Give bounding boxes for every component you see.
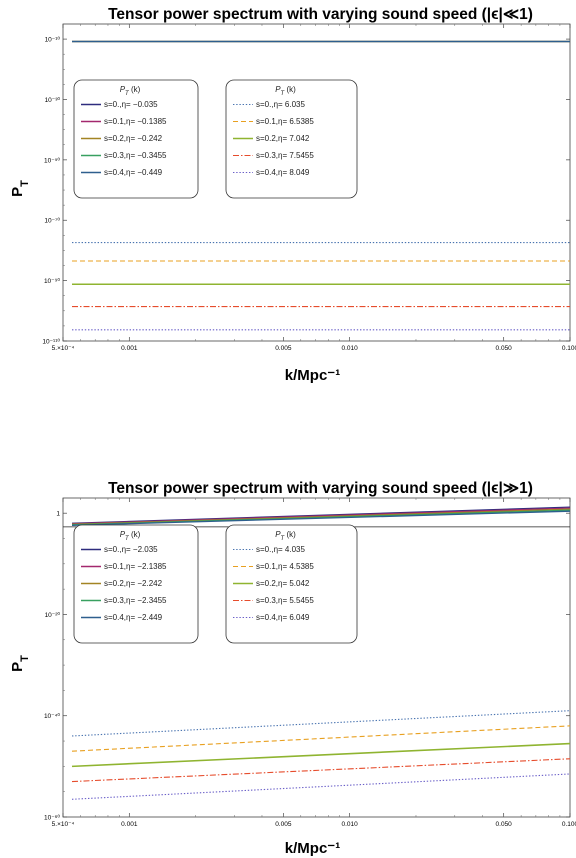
legend-entry: s=0.4,η= −2.449	[104, 613, 163, 622]
series-line-left-4	[71, 510, 570, 526]
legend-header: PT (k)	[120, 530, 141, 542]
chart-1: Tensor power spectrum with varying sound…	[9, 6, 576, 384]
x-tick-label: 0.005	[275, 821, 292, 828]
x-axis-label: k/Mpc⁻¹	[285, 840, 340, 857]
legend-box	[73, 79, 199, 199]
y-tick-label: 10⁻¹¹⁰	[42, 338, 60, 346]
legend-entry: s=0.3,η= −0.3455	[104, 151, 167, 160]
y-tick-label: 10⁻⁹⁰	[44, 277, 60, 285]
chart-2: Tensor power spectrum with varying sound…	[9, 480, 576, 857]
legend-entry: s=0.,η= −0.035	[104, 100, 158, 109]
legend-entry: s=0.,η= −2.035	[104, 545, 158, 554]
legend-entry: s=0.3,η= −2.3455	[104, 596, 167, 605]
series-group	[63, 506, 570, 800]
series-line-right-3	[71, 758, 570, 783]
legend-entry: s=0.2,η= 7.042	[256, 134, 310, 143]
legend-box	[225, 79, 358, 199]
y-tick-label: 10⁻⁵⁰	[44, 156, 60, 164]
legend-entry: s=0.1,η= 6.5385	[256, 117, 314, 126]
legend-entry: s=0.2,η= −0.242	[104, 134, 163, 143]
legend-entry: s=0.3,η= 7.5455	[256, 151, 314, 160]
legend-entry: s=0.3,η= 5.5455	[256, 596, 314, 605]
x-tick-label: 0.005	[275, 345, 292, 352]
series-group	[72, 40, 570, 331]
legend-header: PT (k)	[120, 85, 141, 97]
y-tick-label: 10⁻¹⁰	[45, 36, 61, 44]
legend-entry: s=0.,η= 6.035	[256, 100, 305, 109]
x-tick-label: 0.010	[342, 821, 359, 828]
series-line-right-0	[71, 710, 570, 737]
legend-box	[225, 524, 358, 644]
x-tick-label: 0.050	[496, 345, 513, 352]
x-axis-label: k/Mpc⁻¹	[285, 367, 340, 384]
series-line-right-2	[71, 742, 570, 768]
x-tick-label: 0.050	[496, 821, 513, 828]
chart-title: Tensor power spectrum with varying sound…	[108, 480, 533, 497]
series-line-right-1	[71, 725, 570, 752]
legend-entry: s=0.1,η= −2.1385	[104, 562, 167, 571]
legend-right: PT (k) s=0.,η= 6.035 s=0.1,η= 6.5385 s=0.2,…	[225, 79, 358, 199]
legend-box	[73, 524, 199, 644]
legend-left: PT (k) s=0.,η= −2.035 s=0.1,η= −2.1385 s=0.…	[73, 524, 199, 644]
y-tick-label: 1	[56, 511, 60, 518]
x-tick-label: 0.100	[562, 345, 576, 352]
x-tick-label: 0.010	[342, 345, 359, 352]
y-axis-label: PT	[9, 655, 31, 672]
legend-entry: s=0.4,η= −0.449	[104, 168, 163, 177]
y-tick-label: 10⁻⁶⁰	[44, 814, 60, 822]
x-tick-label: 5.×10⁻⁴	[52, 345, 75, 352]
y-tick-label: 10⁻⁷⁰	[44, 217, 60, 225]
legend-entry: s=0.4,η= 8.049	[256, 168, 310, 177]
x-tick-label: 0.001	[121, 821, 138, 828]
legend-entry: s=0.1,η= −0.1385	[104, 117, 167, 126]
legend-entry: s=0.4,η= 6.049	[256, 613, 310, 622]
legend-header: PT (k)	[275, 85, 296, 97]
legend-entry: s=0.,η= 4.035	[256, 545, 305, 554]
y-tick-label: 10⁻²⁰	[45, 611, 61, 619]
legend-entry: s=0.1,η= 4.5385	[256, 562, 314, 571]
y-tick-label: 10⁻³⁰	[45, 96, 61, 104]
chart-title: Tensor power spectrum with varying sound…	[108, 6, 533, 23]
y-axis-label: PT	[9, 180, 31, 197]
plot-frame	[62, 23, 571, 342]
legend-entry: s=0.2,η= 5.042	[256, 579, 310, 588]
x-tick-label: 0.001	[121, 345, 138, 352]
x-tick-label: 5.×10⁻⁴	[52, 821, 75, 828]
legend-header: PT (k)	[275, 530, 296, 542]
legend-left: PT (k) s=0.,η= −0.035 s=0.1,η= −0.1385 s=0.…	[73, 79, 199, 199]
legend-entry: s=0.2,η= −2.242	[104, 579, 163, 588]
y-tick-label: 10⁻⁴⁰	[44, 712, 60, 720]
legend-right: PT (k) s=0.,η= 4.035 s=0.1,η= 4.5385 s=0.2,…	[225, 524, 358, 644]
x-tick-label: 0.100	[562, 821, 576, 828]
plot-frame	[62, 497, 571, 818]
